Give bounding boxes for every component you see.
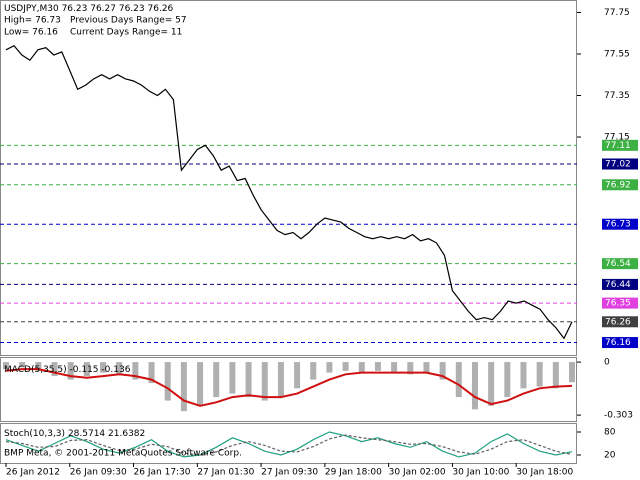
close: 76.26 <box>148 4 174 14</box>
histogram-bar <box>51 362 58 377</box>
stoch-title: Stoch(10,3,3) <box>4 429 65 439</box>
footer: BMP Meta, © 2001-2011 MetaQuotes Softwar… <box>4 449 242 459</box>
open: 76.23 <box>62 4 88 14</box>
info: High= 76.73 <box>4 16 61 26</box>
series-line <box>5 44 573 340</box>
histogram-bar <box>358 362 365 373</box>
histogram-bar <box>35 362 42 371</box>
histogram-bar <box>326 362 333 373</box>
x-tick-label: 27 Jan 09:30 <box>261 468 318 478</box>
histogram-bar <box>3 362 9 370</box>
level-box <box>602 337 638 349</box>
histogram-bar <box>520 362 527 389</box>
info: Current Days Range= 11 <box>70 28 182 38</box>
histogram-bar <box>180 362 187 412</box>
histogram-bar <box>229 362 236 394</box>
low: 76.23 <box>119 4 145 14</box>
x-tick-label: 26 Jan 2012 <box>6 468 60 478</box>
y-tick-label: 77.35 <box>604 91 630 101</box>
macd-panel <box>0 357 577 422</box>
histogram-bar <box>407 362 414 375</box>
histogram-bar <box>19 362 26 368</box>
histogram-bar <box>310 362 317 380</box>
histogram-bar <box>488 362 495 406</box>
histogram-bar <box>83 362 90 377</box>
level-box <box>602 139 638 151</box>
level-label: 76.44 <box>605 280 631 290</box>
level-box <box>602 258 638 270</box>
level-label: 76.35 <box>605 299 631 309</box>
y-tick-label: 77.15 <box>604 133 630 143</box>
level-box <box>602 218 638 230</box>
series-line <box>5 368 573 407</box>
histogram-bar <box>374 362 381 371</box>
histogram-bar <box>536 362 543 387</box>
histogram-bar <box>67 362 74 380</box>
y-tick-label: 77.55 <box>604 49 630 59</box>
info: Previous Days Range= 57 <box>70 16 187 26</box>
histogram-bar <box>391 362 398 373</box>
histogram-bar <box>197 362 204 406</box>
stoch-readout: 28.5714 <box>68 429 105 439</box>
histogram-bar <box>213 362 220 398</box>
histogram-bar <box>245 362 252 398</box>
high: 76.27 <box>90 4 116 14</box>
info: Low= 76.16 <box>4 28 58 38</box>
x-tick-label: 27 Jan 01:30 <box>197 468 254 478</box>
y-tick-label: 80 <box>604 428 616 438</box>
histogram-bar <box>294 362 301 389</box>
level-box <box>602 158 638 170</box>
histogram-bar <box>164 362 171 401</box>
x-tick-label: 29 Jan 18:00 <box>325 468 382 478</box>
histogram-bar <box>504 362 511 398</box>
y-tick-label: -0.303 <box>604 411 633 421</box>
histogram-bar <box>132 362 139 380</box>
level-label: 76.73 <box>605 220 631 230</box>
histogram-bar <box>471 362 478 410</box>
histogram-bar <box>455 362 462 398</box>
histogram-bar <box>261 362 268 401</box>
histogram-bar <box>569 362 575 383</box>
header: USDJPY,M30 76.23 76.27 76.23 76.26 <box>4 4 174 14</box>
level-box <box>602 297 638 309</box>
level-label: 76.26 <box>605 317 631 327</box>
level-box <box>602 278 638 290</box>
level-label: 76.54 <box>605 259 631 269</box>
macd-header: MACD(5,35,5) -0.115 -0.136 <box>4 365 131 375</box>
histogram-bar <box>148 362 155 384</box>
x-tick-label: 30 Jan 18:00 <box>516 468 573 478</box>
histogram-bar <box>439 362 446 380</box>
macd-readout: -0.115 <box>70 365 99 375</box>
histogram-bar <box>116 362 123 375</box>
level-label: 77.11 <box>605 141 631 151</box>
y-tick-label: 0 <box>604 358 610 368</box>
level-box <box>602 179 638 191</box>
y-tick-label: 77.75 <box>604 8 630 18</box>
histogram-bar <box>100 362 107 373</box>
x-tick-label: 30 Jan 02:00 <box>389 468 446 478</box>
x-tick-label: 26 Jan 17:30 <box>134 468 191 478</box>
histogram-bar <box>423 362 430 373</box>
stoch-panel <box>0 423 577 464</box>
series-line <box>5 434 573 456</box>
macd-readout: -0.136 <box>101 365 130 375</box>
stoch-readout: 21.6382 <box>108 429 145 439</box>
x-tick-label: 26 Jan 09:30 <box>70 468 127 478</box>
y-tick-label: 20 <box>604 450 616 460</box>
histogram-bar <box>342 362 349 371</box>
stoch-header: Stoch(10,3,3) 28.5714 21.6382 <box>4 429 145 439</box>
histogram-bar <box>552 362 559 389</box>
level-label: 76.16 <box>605 338 631 348</box>
level-box <box>602 316 638 328</box>
level-label: 76.92 <box>605 180 631 190</box>
macd-title: MACD(5,35,5) <box>4 365 67 375</box>
main-panel <box>0 0 577 356</box>
histogram-bar <box>277 362 284 398</box>
symbol: USDJPY,M30 <box>4 4 59 14</box>
level-label: 77.02 <box>605 160 631 170</box>
marks <box>0 44 577 458</box>
x-tick-label: 30 Jan 10:00 <box>452 468 509 478</box>
